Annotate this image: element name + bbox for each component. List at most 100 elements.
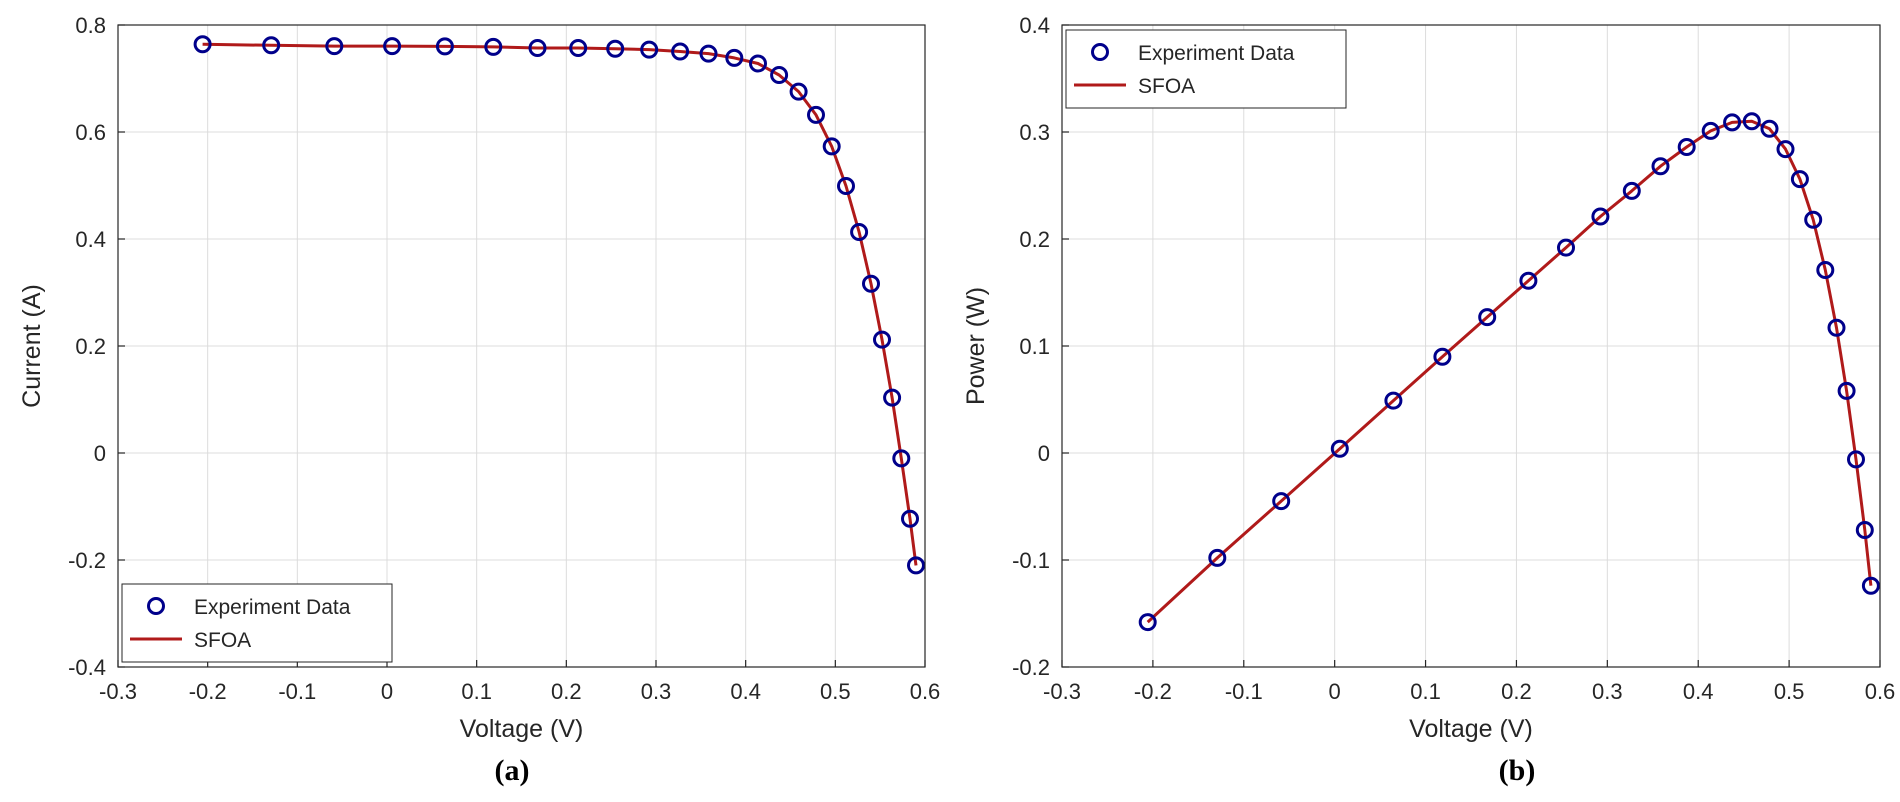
data-point — [789, 82, 808, 101]
data-point — [1790, 170, 1809, 189]
data-point — [1701, 121, 1720, 140]
data-point — [901, 509, 919, 528]
legend: Experiment Data SFOA — [1065, 29, 1347, 109]
data-point — [1847, 450, 1865, 469]
data-point — [1330, 439, 1349, 458]
y-tick-label: 0.6 — [75, 120, 106, 145]
y-axis-label: Current (A) — [18, 284, 46, 408]
data-point — [850, 223, 869, 241]
chart-panel-a: -0.3 -0.2 -0.1 0 0.1 0.2 0.3 0.4 0.5 0.6 -0.4 -0.2 0… — [18, 13, 940, 787]
data-point — [325, 37, 344, 56]
x-tick-label: -0.3 — [99, 679, 137, 704]
y-tick-label: 0.8 — [75, 13, 106, 38]
x-tick-label: 0.3 — [1592, 679, 1623, 704]
data-point — [1776, 140, 1795, 159]
data-point — [749, 54, 767, 73]
sfoa-line — [1146, 119, 1873, 624]
legend-box — [1065, 29, 1347, 109]
y-axis-label: Power (W) — [962, 287, 990, 405]
legend-label-experiment: Experiment Data — [194, 596, 351, 619]
data-point — [606, 39, 625, 58]
x-tick-label: -0.1 — [278, 679, 316, 704]
y-tick-label: 0 — [94, 441, 106, 466]
x-tick-label: -0.2 — [189, 679, 227, 704]
x-tick-label: -0.2 — [1134, 679, 1172, 704]
data-point — [770, 66, 789, 84]
data-point — [1272, 492, 1291, 511]
data-point — [1557, 238, 1575, 257]
data-point — [1651, 157, 1670, 176]
data-point — [892, 449, 911, 468]
x-tick-label: 0.2 — [551, 679, 582, 704]
data-point — [1760, 119, 1779, 138]
x-tick-label: 0.3 — [641, 679, 672, 704]
data-point — [1677, 138, 1696, 156]
data-point — [383, 37, 402, 56]
x-tick-label: 0.2 — [1501, 679, 1532, 704]
data-point — [1855, 521, 1874, 539]
sfoa-line — [202, 42, 918, 566]
data-point — [1837, 381, 1856, 400]
data-point — [907, 556, 925, 575]
data-point — [1622, 181, 1641, 200]
y-tick-label: 0.4 — [75, 227, 106, 252]
data-point — [1591, 207, 1610, 226]
x-tick-label: 0.4 — [1683, 679, 1714, 704]
y-tick-label: -0.4 — [68, 655, 106, 680]
data-point — [1433, 347, 1452, 366]
x-tick-label: 0.5 — [1774, 679, 1805, 704]
data-point — [1138, 613, 1157, 632]
data-point — [1208, 548, 1227, 567]
legend-marker-experiment — [147, 597, 165, 615]
legend-label-sfoa: SFOA — [194, 629, 251, 652]
y-tick-label: 0.1 — [1019, 334, 1050, 359]
data-point — [569, 39, 588, 57]
data-point — [873, 330, 891, 349]
x-tick-label: 0.5 — [820, 679, 851, 704]
x-tick-label: 0 — [381, 679, 393, 704]
y-tick-label: 0.2 — [1019, 227, 1050, 252]
data-point — [528, 39, 547, 57]
data-point — [1804, 210, 1823, 229]
legend-box — [121, 583, 393, 663]
legend-label-experiment: Experiment Data — [1138, 42, 1295, 65]
x-tick-label: 0 — [1329, 679, 1341, 704]
data-point — [484, 37, 503, 56]
data-point — [1478, 308, 1497, 327]
data-point — [725, 48, 744, 67]
legend-marker-experiment — [1091, 43, 1109, 61]
data-point — [1742, 112, 1761, 131]
x-tick-label: 0.1 — [1410, 679, 1441, 704]
data-point — [640, 40, 659, 59]
data-point — [1861, 576, 1880, 595]
panel-label-b: (b) — [1499, 754, 1536, 787]
x-tick-label: -0.3 — [1043, 679, 1081, 704]
y-tick-label: -0.1 — [1012, 548, 1050, 573]
data-point — [837, 177, 855, 195]
x-axis-label: Voltage (V) — [460, 715, 584, 743]
y-tick-label: -0.2 — [1012, 655, 1050, 680]
data-point — [262, 36, 281, 55]
data-point — [1827, 318, 1846, 337]
x-tick-label: 0.6 — [910, 679, 941, 704]
data-point — [807, 105, 825, 124]
x-tick-label: 0.1 — [461, 679, 492, 704]
legend-label-sfoa: SFOA — [1138, 75, 1195, 98]
y-tick-label: 0.3 — [1019, 120, 1050, 145]
data-point — [1519, 271, 1538, 290]
data-point — [1816, 261, 1835, 279]
data-point — [1723, 113, 1742, 132]
x-tick-label: 0.6 — [1865, 679, 1896, 704]
legend: Experiment Data SFOA — [121, 583, 393, 663]
x-axis-label: Voltage (V) — [1409, 715, 1533, 743]
chart-panel-b: -0.3 -0.2 -0.1 0 0.1 0.2 0.3 0.4 0.5 0.6-0.2-0.10… — [962, 13, 1895, 787]
data-point — [883, 388, 902, 407]
y-tick-label: 0 — [1038, 441, 1050, 466]
panel-label-a: (a) — [495, 754, 530, 787]
y-tick-label: 0.2 — [75, 334, 106, 359]
y-tick-label: 0.4 — [1019, 13, 1050, 38]
data-point — [193, 35, 212, 54]
data-point — [699, 44, 718, 63]
x-tick-label: -0.1 — [1225, 679, 1263, 704]
